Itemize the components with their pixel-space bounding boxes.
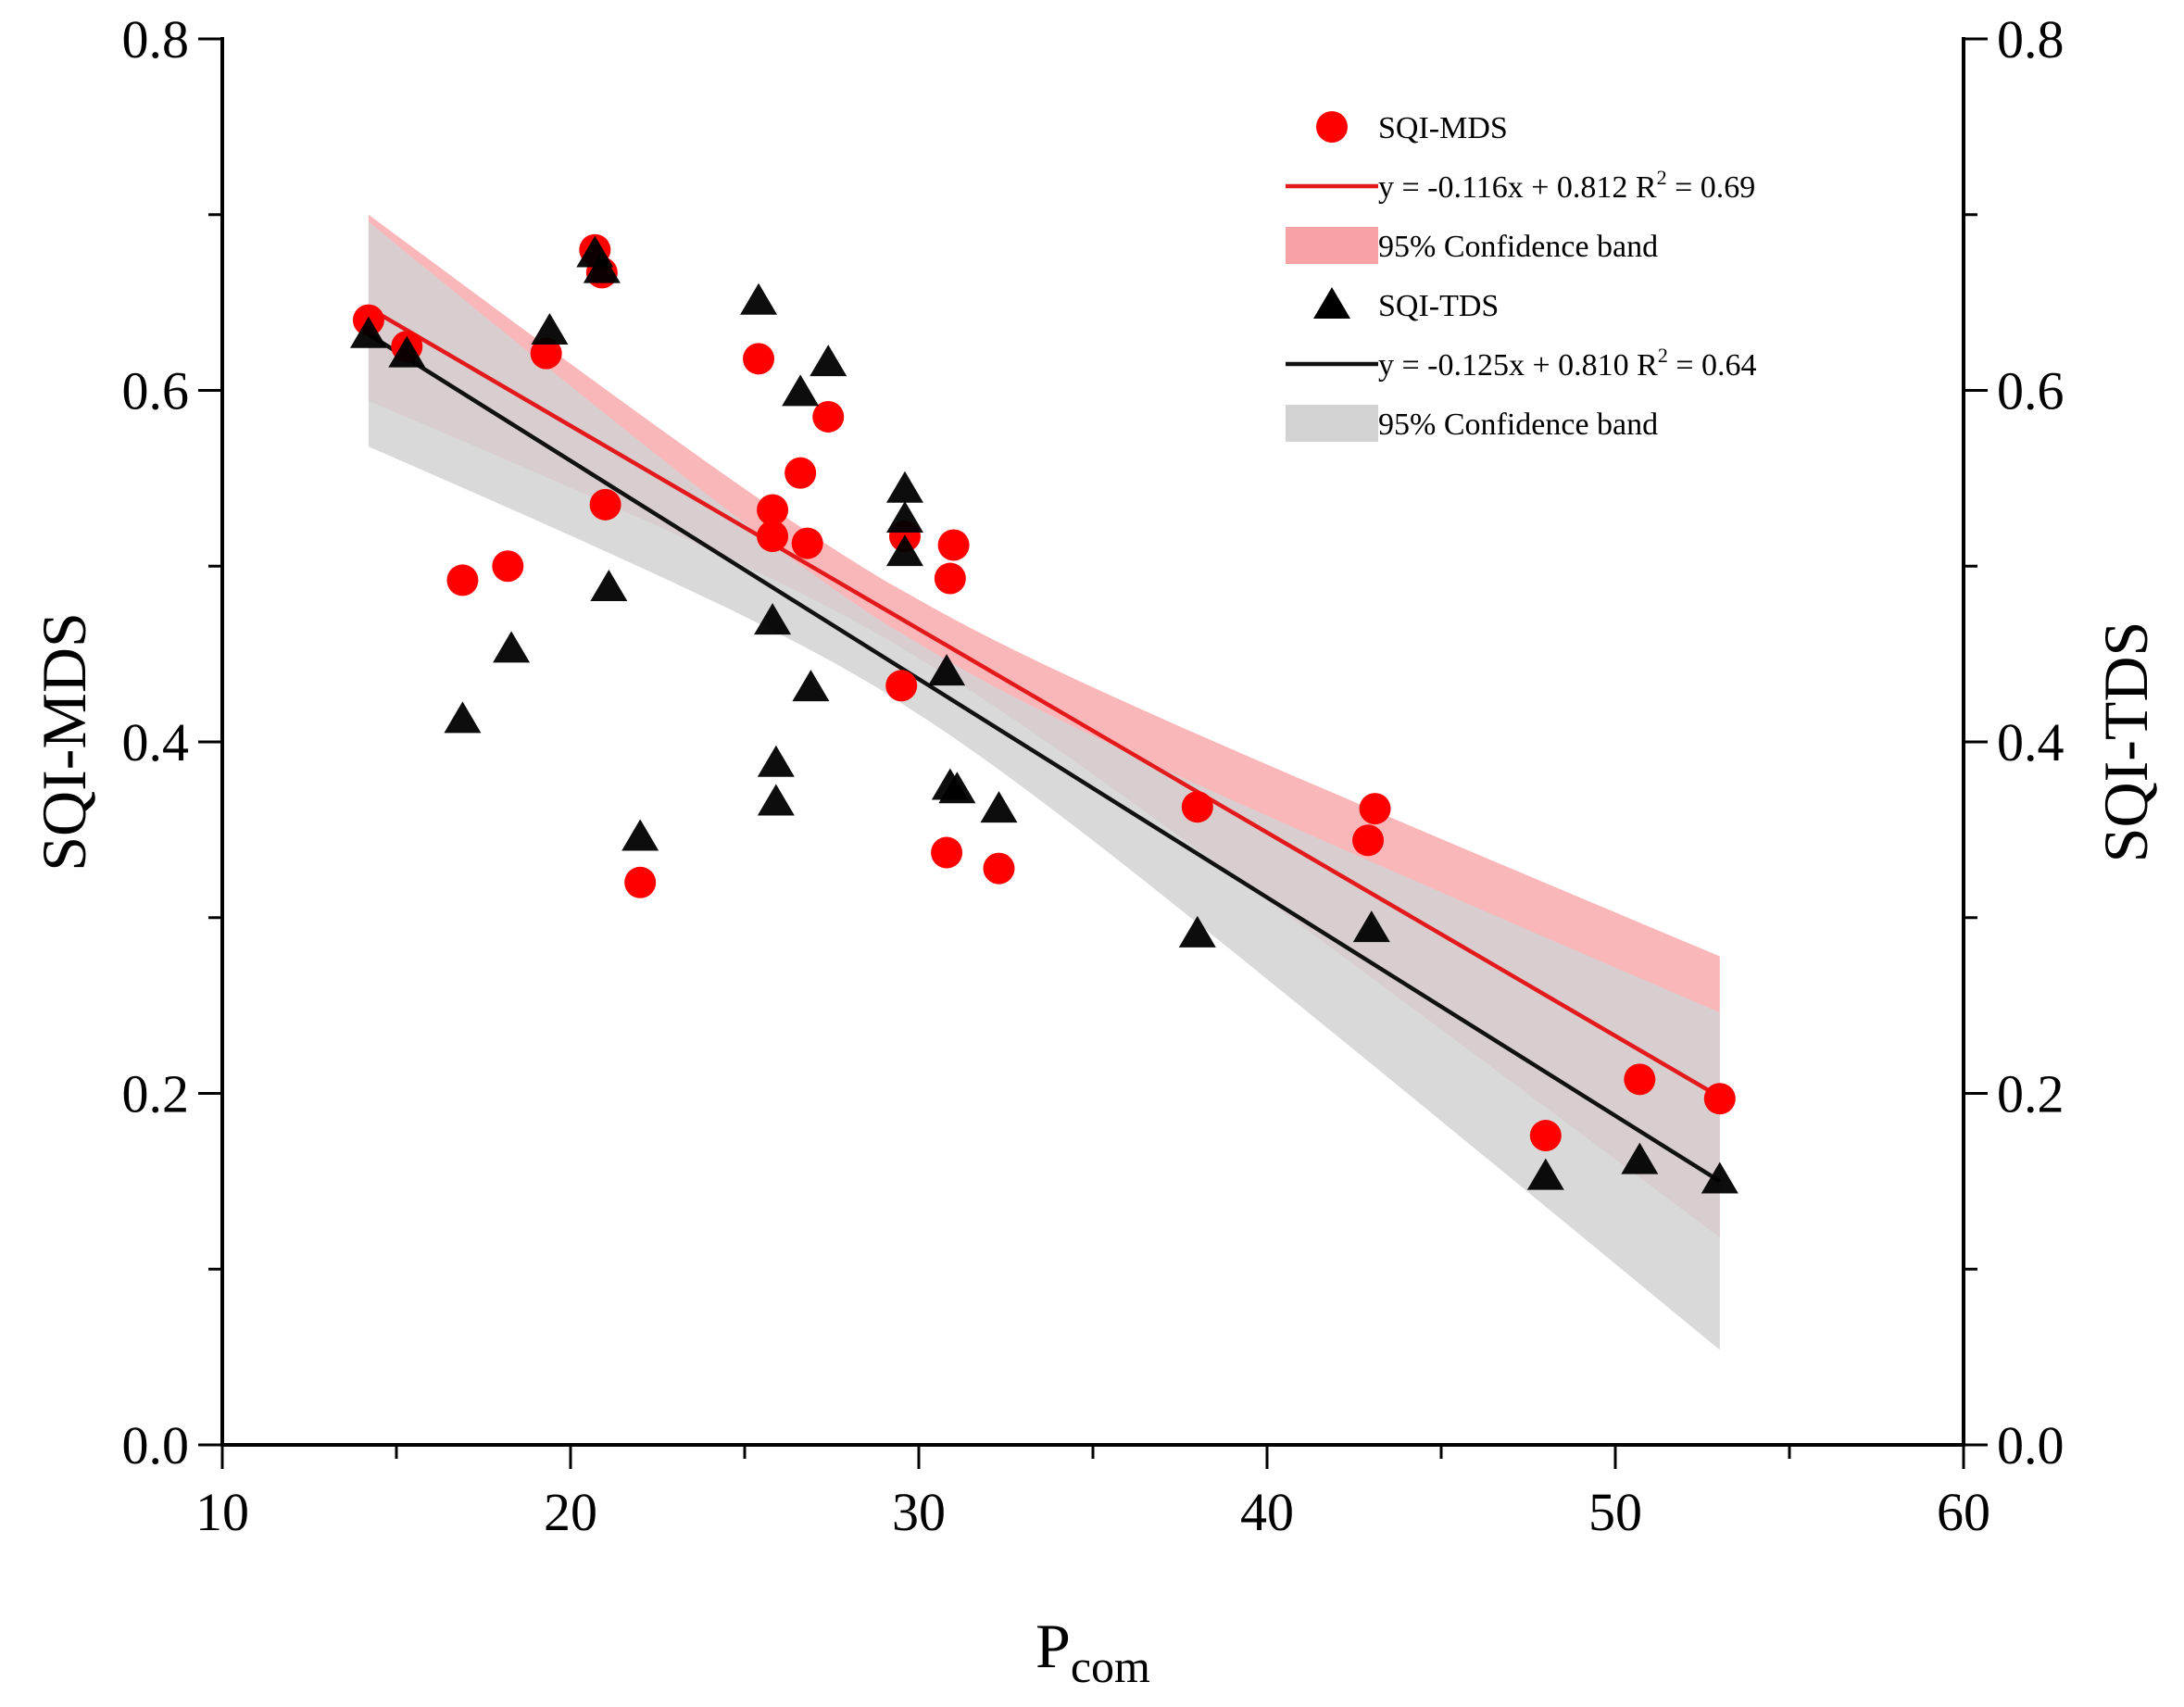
fit-line-tds: [367, 332, 1721, 1184]
tds-point: [885, 471, 923, 503]
tds-point: [583, 251, 621, 283]
tds-point: [1352, 910, 1390, 943]
tds-point: [928, 654, 966, 686]
y-left-tick-label: 0.4: [122, 712, 190, 772]
y-axis-title-left: SQI-MDS: [29, 612, 99, 872]
tds-point: [1526, 1158, 1564, 1190]
legend-triangle-marker: [1313, 287, 1350, 319]
legend-band-swatch: [1286, 227, 1378, 264]
tds-point: [810, 345, 847, 377]
mds-point: [757, 520, 789, 552]
tds-point: [493, 631, 531, 663]
mds-point: [743, 343, 775, 375]
tds-point: [1178, 915, 1216, 948]
tds-point: [349, 316, 387, 348]
tds-point: [754, 603, 792, 635]
x-tick-label: 60: [1937, 1482, 1990, 1542]
mds-point: [1352, 824, 1385, 857]
tds-point: [590, 570, 628, 602]
x-tick-label: 50: [1588, 1482, 1642, 1542]
fit-line-mds: [367, 306, 1721, 1099]
legend-band-swatch: [1286, 405, 1378, 442]
legend-label: y = -0.116x + 0.812 R2 = 0.69: [1378, 166, 1755, 205]
legend-label: SQI-MDS: [1378, 111, 1508, 145]
mds-point: [1703, 1083, 1736, 1115]
tds-point: [757, 745, 795, 777]
tds-point: [782, 374, 820, 407]
mds-point: [791, 527, 823, 559]
mds-point: [1359, 793, 1391, 825]
tds-point: [740, 282, 778, 315]
legend-label: y = -0.125x + 0.810 R2 = 0.64: [1378, 344, 1757, 383]
legend-label: 95% Confidence band: [1378, 230, 1658, 264]
y-right-tick-label: 0.4: [1997, 712, 2065, 772]
legend: SQI-MDS y = -0.116x + 0.812 R2 = 0.69 95% …: [1286, 111, 1757, 442]
tds-point: [1621, 1142, 1659, 1174]
mds-point: [624, 866, 657, 898]
mds-point: [492, 550, 524, 583]
mds-point: [1181, 791, 1213, 823]
y-right-tick-label: 0.8: [1997, 9, 2065, 69]
data-points: [349, 233, 1738, 1194]
mds-point: [885, 670, 918, 702]
axes: 10 20 30 40 50 600.00.20.40.60.80.00.20.40.60…: [29, 9, 2161, 1692]
tds-point: [444, 701, 482, 734]
x-tick-label: 40: [1240, 1482, 1294, 1542]
tds-point: [531, 312, 569, 345]
confidence-band-tds: [368, 221, 1720, 1350]
mds-point: [589, 488, 621, 521]
x-tick-label: 30: [892, 1482, 946, 1542]
mds-point: [983, 852, 1015, 885]
mds-point: [784, 457, 817, 489]
legend-circle-marker: [1316, 111, 1348, 143]
y-right-tick-label: 0.2: [1997, 1064, 2065, 1124]
mds-point: [1529, 1120, 1562, 1152]
mds-point: [934, 562, 966, 595]
y-left-tick-label: 0.6: [122, 361, 190, 421]
legend-label: 95% Confidence band: [1378, 408, 1658, 442]
y-left-tick-label: 0.2: [122, 1064, 190, 1124]
mds-point: [812, 400, 845, 433]
mds-point: [757, 494, 789, 526]
y-right-tick-label: 0.0: [1997, 1415, 2065, 1475]
y-right-tick-label: 0.6: [1997, 361, 2065, 421]
mds-point: [446, 564, 479, 596]
mds-point: [937, 529, 970, 561]
mds-point: [530, 337, 562, 370]
mds-point: [1624, 1063, 1656, 1096]
tds-point: [621, 819, 659, 851]
tds-point: [388, 335, 426, 368]
y-left-tick-label: 0.0: [122, 1415, 190, 1475]
legend-label: SQI-TDS: [1378, 289, 1499, 323]
x-tick-label: 20: [544, 1482, 597, 1542]
tds-point: [885, 501, 923, 533]
x-tick-label: 10: [195, 1482, 249, 1542]
y-axis-title-right: SQI-TDS: [2090, 621, 2161, 863]
tds-point: [980, 791, 1018, 823]
tds-point: [938, 772, 976, 804]
tds-point: [792, 670, 830, 702]
x-axis-title: Pcom: [1036, 1611, 1150, 1692]
mds-point: [931, 836, 963, 869]
tds-point: [1701, 1161, 1738, 1194]
fit-lines: [367, 306, 1721, 1184]
confidence-bands: [368, 214, 1720, 1350]
y-left-tick-label: 0.8: [122, 9, 190, 69]
tds-point: [757, 784, 795, 816]
tds-point: [885, 534, 923, 567]
